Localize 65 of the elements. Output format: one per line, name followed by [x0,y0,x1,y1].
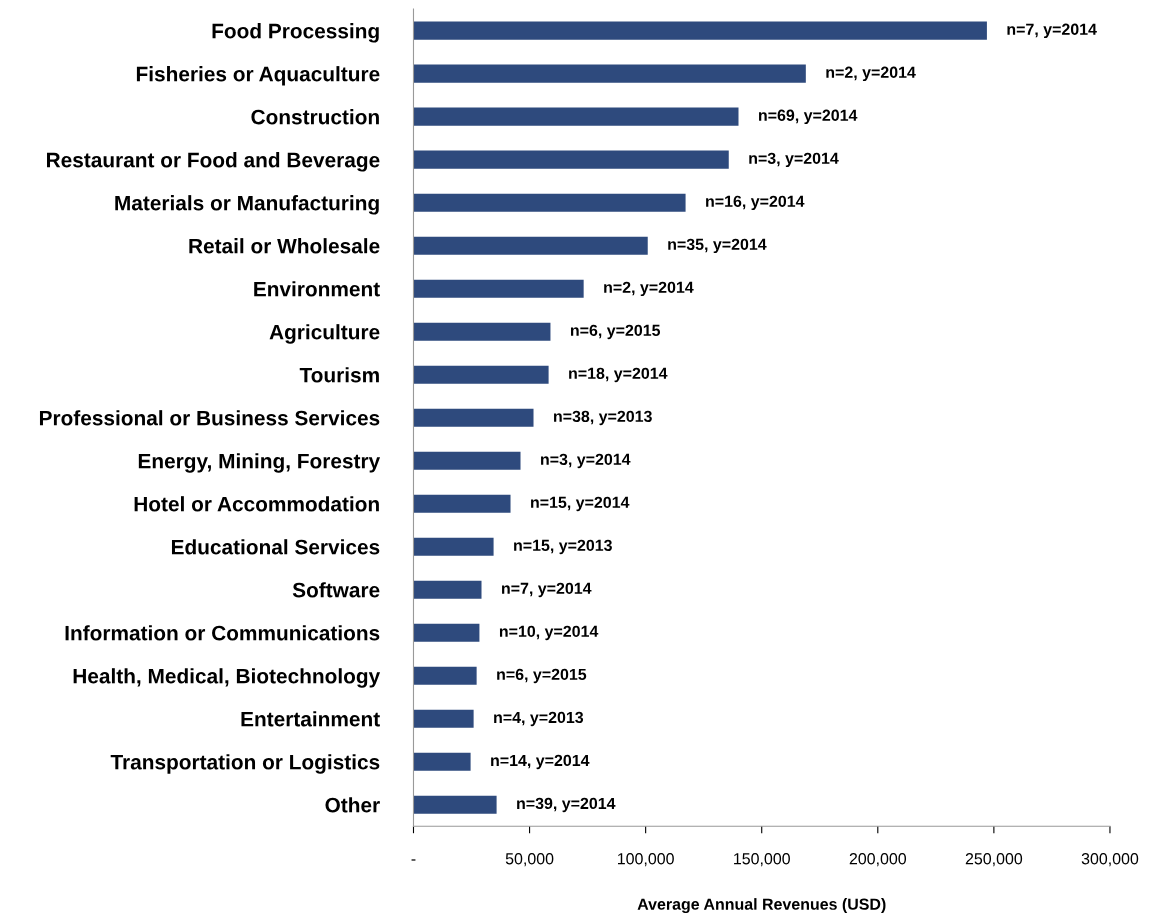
y-tick-label: Construction [251,109,379,125]
bar [413,451,521,470]
x-tick-label: 300,000 [1081,853,1139,867]
y-tick-label: Fisheries or Aquaculture [136,66,380,86]
x-tick-label: 100,000 [618,853,674,867]
data-label: n=10, y=2014 [499,625,599,641]
y-tick-label: Food Processing [212,23,379,43]
bar [413,107,739,126]
data-label: n=39, y=2014 [517,797,616,813]
y-tick-label: Transportation or Logistics [110,754,380,774]
bar [413,64,806,83]
y-tick-label: Energy, Mining, Forestry [138,453,381,473]
bar [413,666,477,685]
data-label: n=38, y=2013 [554,410,652,426]
data-label: n=6, y=2015 [497,668,587,684]
y-tick-label: Agriculture [269,324,380,344]
y-tick-label: Entertainment [241,711,380,727]
data-label: n=15, y=2014 [531,496,630,512]
bar [413,365,549,384]
bar [413,795,497,814]
y-tick-label: Environment [254,281,380,297]
bar [413,752,471,771]
data-label: n=4, y=2013 [494,711,584,727]
y-tick-label: Health, Medical, Biotechnology [73,668,381,688]
bar [413,322,551,341]
data-label: n=69, y=2014 [759,109,858,125]
bar [413,537,494,556]
bar [413,494,511,513]
bar [413,21,987,40]
x-tick-label: 50,000 [505,853,554,867]
data-label: n=7, y=2014 [1007,23,1097,39]
data-label: n=3, y=2014 [541,453,631,469]
x-tick-label: 150,000 [734,853,790,867]
bar [413,408,534,427]
data-label: n=35, y=2014 [668,238,767,254]
x-tick-label: 200,000 [849,853,907,867]
x-axis-title: Average Annual Revenues (USD) [637,898,886,913]
bar [413,236,648,255]
y-tick-label: Other [325,797,380,813]
data-label: n=2, y=2014 [826,66,916,82]
y-tick-label: Retail or Wholesale [189,238,380,254]
data-label: n=2, y=2014 [604,281,694,297]
y-tick-label: Restaurant or Food and Beverage [47,152,380,172]
data-label: n=15, y=2013 [514,539,612,555]
data-label: n=14, y=2014 [491,754,590,770]
x-tick-label: 250,000 [965,853,1023,867]
bar [413,150,729,169]
data-label: n=6, y=2015 [570,324,661,340]
bar [413,623,480,642]
data-label: n=16, y=2014 [706,195,805,211]
bar [413,709,474,728]
y-tick-label: Software [292,582,380,598]
y-tick-label: Materials or Manufacturing [115,195,379,215]
bar [413,279,584,298]
y-tick-label: Professional or Business Services [39,410,380,426]
data-label: n=18, y=2014 [569,367,668,383]
y-tick-label: Hotel or Accommodation [134,496,379,512]
data-label: n=3, y=2014 [749,152,839,168]
y-tick-label: Information or Communications [65,625,380,641]
y-tick-label: Tourism [299,367,379,383]
bar [413,193,686,212]
data-label: n=7, y=2014 [502,582,592,598]
x-tick-label: - [411,859,416,861]
bar [413,580,482,599]
y-tick-label: Educational Services [171,539,380,555]
